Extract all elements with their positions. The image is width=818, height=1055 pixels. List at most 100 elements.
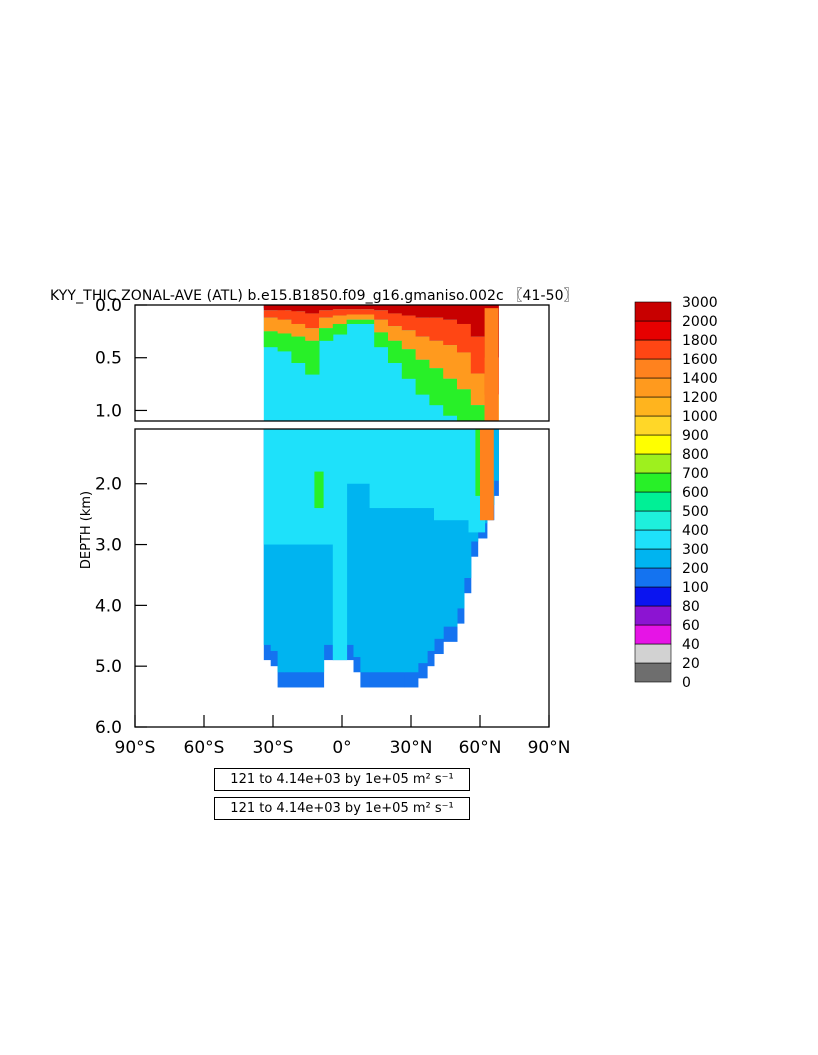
field-cell	[401, 330, 417, 350]
colorbar-swatch	[634, 548, 672, 569]
colorbar-label: 1600	[682, 352, 718, 368]
colorbar-label: 3000	[682, 295, 718, 311]
y-tick-label: 4.0	[95, 596, 122, 616]
field-cell	[319, 317, 334, 329]
colorbar-swatch	[634, 586, 672, 607]
field-cell	[443, 319, 458, 346]
field-cell	[388, 340, 403, 363]
colorbar-label: 800	[682, 447, 709, 463]
colorbar-label: 1000	[682, 409, 718, 425]
colorbar-label: 700	[682, 466, 709, 482]
field-cell	[305, 340, 320, 375]
y-tick-label: 6.0	[95, 718, 122, 738]
field-cell	[291, 336, 306, 363]
field-cell	[443, 378, 458, 416]
field-cell	[415, 317, 430, 337]
upper-panel-field	[263, 305, 499, 421]
colorbar-label: 1400	[682, 371, 718, 387]
colorbar-label: 2000	[682, 314, 718, 330]
colorbar-swatch	[634, 643, 672, 664]
field-cell	[443, 305, 458, 320]
field-cell	[493, 429, 499, 481]
x-tick-label: 30°N	[390, 738, 433, 758]
colorbar-swatch	[634, 624, 672, 645]
axes: 90°S 60°S 30°S 0° 30°N 60°N 90°N 0.0 0.5 1.0 2.0 3.…	[79, 296, 570, 758]
colorbar-label: 100	[682, 580, 709, 596]
field-cell	[346, 309, 361, 315]
colorbar-label: 200	[682, 561, 709, 577]
colorbar-label: 600	[682, 485, 709, 501]
field-cell	[360, 314, 375, 320]
colorbar-swatch	[634, 453, 672, 474]
field-cell	[305, 313, 320, 329]
colorbar-label: 20	[682, 656, 700, 672]
colorbar-label: 500	[682, 504, 709, 520]
field-cell	[457, 389, 472, 421]
colorbar-swatch	[634, 396, 672, 417]
field-cell	[388, 313, 403, 327]
field-cell	[332, 315, 348, 324]
colorbar-swatch	[634, 301, 672, 322]
colorbar-swatch	[634, 415, 672, 436]
field-cell	[346, 319, 361, 324]
field-cell	[417, 429, 428, 664]
field-cell	[388, 326, 403, 341]
range-info-box-1: 121 to 4.14e+03 by 1e+05 m² s⁻¹	[214, 768, 470, 791]
chart-title: KYY_THIC ZONAL-AVE (ATL) b.e15.B1850.f09…	[50, 288, 578, 304]
colorbar-swatch	[634, 529, 672, 550]
y-tick-label: 1.0	[95, 401, 122, 421]
colorbar-label: 1800	[682, 333, 718, 349]
colorbar-label: 60	[682, 618, 700, 634]
field-cell	[457, 352, 472, 390]
field-cell	[470, 305, 486, 337]
colorbar-swatch	[634, 605, 672, 626]
lower-panel-field	[263, 429, 499, 688]
colorbar-swatch	[634, 358, 672, 379]
colorbar-swatch	[634, 491, 672, 512]
y-tick-label: 0.5	[95, 349, 122, 369]
x-tick-label: 90°S	[115, 738, 156, 758]
colorbar-label: 80	[682, 599, 700, 615]
colorbar-swatch	[634, 320, 672, 341]
field-cell	[360, 429, 371, 673]
field-cell	[415, 336, 430, 360]
y-axis-label: DEPTH (km)	[79, 491, 94, 569]
field-cell	[470, 405, 486, 421]
x-tick-label: 0°	[332, 738, 351, 758]
field-cell	[429, 317, 444, 341]
field-cell	[277, 310, 297, 320]
field-cell	[353, 429, 361, 658]
range-info-box-2: 121 to 4.14e+03 by 1e+05 m² s⁻¹	[214, 797, 470, 820]
field-cell	[401, 349, 417, 379]
y-tick-label: 0.0	[95, 296, 122, 316]
colorbar-swatch	[634, 434, 672, 455]
field-cell	[388, 305, 403, 314]
x-tick-label: 60°S	[184, 738, 225, 758]
colorbar-swatch	[634, 662, 672, 683]
colorbar-label: 40	[682, 637, 700, 653]
field-cell	[319, 328, 334, 341]
field-cell	[374, 332, 389, 348]
x-tick-label: 90°N	[528, 738, 571, 758]
field-cell	[401, 315, 417, 331]
colorbar-swatch	[634, 510, 672, 531]
colorbar-swatch	[634, 377, 672, 398]
colorbar-label: 400	[682, 523, 709, 539]
colorbar-label: 300	[682, 542, 709, 558]
field-cell	[374, 319, 389, 333]
y-tick-label: 2.0	[95, 475, 122, 495]
colorbar-label: 1200	[682, 390, 718, 406]
field-cell	[457, 305, 472, 324]
field-cell	[360, 309, 375, 315]
field-cell	[374, 310, 389, 320]
field-cell	[319, 310, 334, 318]
colorbar-label: 900	[682, 428, 709, 444]
field-cell	[434, 429, 469, 521]
field-cell	[305, 305, 320, 314]
field-cell	[401, 305, 417, 316]
colorbar-swatch	[634, 567, 672, 588]
field-cell	[480, 429, 494, 521]
x-tick-label: 30°S	[253, 738, 294, 758]
field-cell	[332, 429, 348, 661]
field-cell	[332, 309, 348, 316]
